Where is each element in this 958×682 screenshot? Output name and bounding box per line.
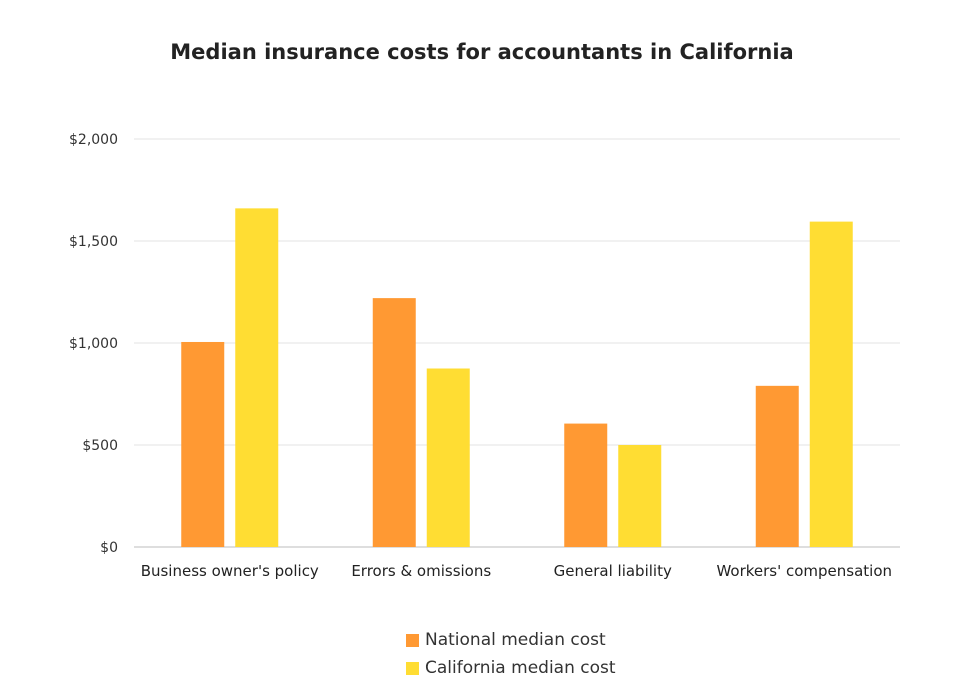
y-tick-label: $2,000: [69, 132, 118, 148]
bar-national-0: [181, 341, 225, 547]
bar-national-3: [755, 385, 799, 547]
y-tick-label: $0: [100, 540, 118, 556]
legend-item-national: National median cost: [406, 626, 616, 654]
x-category-label: Errors & omissions: [351, 562, 491, 580]
x-axis-category-labels: Business owner's policy Errors & omission…: [141, 562, 892, 580]
y-tick-label: $1,500: [69, 234, 118, 250]
bars: [181, 208, 853, 548]
legend-label-national: National median cost: [425, 630, 606, 650]
legend-label-california: California median cost: [425, 658, 616, 678]
x-category-label: Workers' compensation: [716, 562, 892, 580]
bar-national-2: [564, 423, 608, 547]
legend-item-california: California median cost: [406, 654, 616, 682]
y-tick-label: $500: [82, 438, 118, 454]
bar-california-1: [426, 368, 470, 547]
bar-california-3: [809, 221, 853, 547]
y-tick-label: $1,000: [69, 336, 118, 352]
legend-swatch-california: [406, 661, 419, 675]
legend: National median cost California median c…: [406, 626, 616, 682]
legend-swatch-national: [406, 633, 419, 647]
chart-title: Median insurance costs for accountants i…: [170, 40, 794, 64]
bar-california-0: [235, 208, 279, 548]
y-axis-tick-labels: $0 $500 $1,000 $1,500 $2,000: [69, 132, 118, 556]
bar-california-2: [618, 445, 662, 547]
bar-national-1: [372, 298, 416, 547]
x-category-label: Business owner's policy: [141, 562, 319, 580]
x-category-label: General liability: [554, 562, 672, 580]
